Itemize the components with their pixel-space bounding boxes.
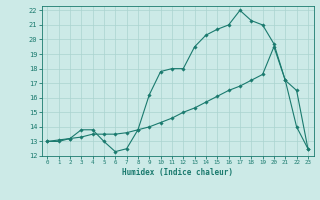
X-axis label: Humidex (Indice chaleur): Humidex (Indice chaleur)	[122, 168, 233, 177]
